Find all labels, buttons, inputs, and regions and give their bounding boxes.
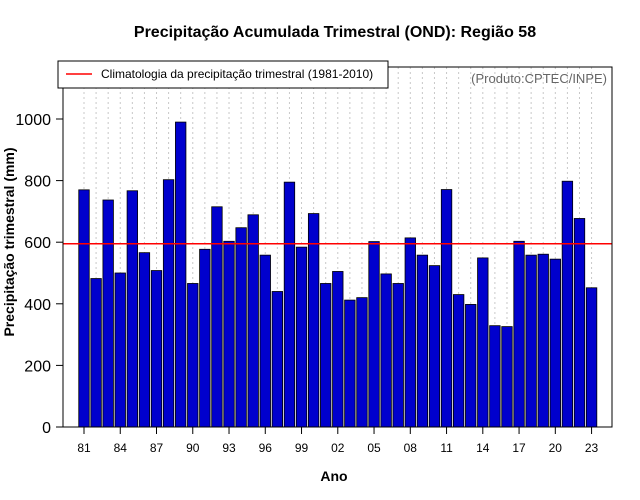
bar-05: [368, 241, 380, 428]
x-tick-label: 87: [150, 441, 164, 455]
source-label: (Produto:CPTEC/INPE): [471, 71, 607, 86]
x-tick-label: 02: [331, 441, 345, 455]
y-axis: 0 200 400 600 800 1000: [15, 112, 63, 437]
bar-89: [175, 121, 187, 428]
bar-87: [150, 270, 163, 428]
x-tick-label: 14: [476, 441, 490, 455]
bar-88: [162, 179, 175, 428]
x-tick-label: 84: [114, 441, 128, 455]
bar-91: [199, 248, 211, 428]
bar-90: [187, 283, 199, 428]
x-tick-label: 05: [367, 441, 381, 455]
bar-83: [102, 199, 114, 428]
legend-climatology-label: Climatologia da precipitação trimestral …: [101, 67, 373, 81]
bar-10: [428, 265, 441, 428]
x-tick-label: 23: [585, 441, 599, 455]
x-tick-label: 93: [222, 441, 236, 455]
bar-15: [489, 325, 501, 428]
bar-layer: [78, 121, 598, 428]
y-tick-label: 0: [42, 420, 51, 437]
bar-17: [513, 240, 525, 428]
bar-09: [416, 254, 429, 428]
bar-82: [90, 278, 102, 428]
bar-93: [223, 240, 235, 428]
bar-03: [344, 299, 356, 428]
bar-86: [138, 252, 151, 428]
bar-01: [320, 283, 332, 428]
x-tick-label: 99: [295, 441, 309, 455]
legend-box: [57, 60, 389, 89]
bar-20: [549, 258, 561, 428]
bar-92: [211, 206, 223, 428]
bar-22: [573, 218, 586, 428]
bar-11: [440, 189, 453, 428]
bar-06: [380, 273, 392, 428]
x-tick-label: 96: [259, 441, 273, 455]
y-tick-label: 600: [24, 235, 51, 252]
x-axis-label: Ano: [320, 468, 347, 484]
bar-19: [537, 253, 549, 428]
bar-98: [283, 181, 296, 428]
bar-14: [477, 257, 489, 428]
bar-94: [235, 227, 247, 428]
bar-02: [332, 271, 344, 428]
bar-85: [126, 190, 138, 428]
x-tick-label: 20: [549, 441, 563, 455]
bar-07: [392, 283, 404, 428]
bar-00: [307, 213, 320, 428]
x-tick-label: 90: [186, 441, 200, 455]
bar-12: [452, 294, 465, 428]
bar-04: [356, 297, 368, 428]
bar-96: [259, 254, 271, 428]
y-axis-label: Precipitação trimestral (mm): [1, 147, 17, 336]
y-tick-label: 1000: [15, 112, 51, 129]
x-tick-label: 08: [404, 441, 418, 455]
bar-81: [78, 189, 90, 428]
chart-title: Precipitação Acumulada Trimestral (OND):…: [134, 24, 536, 41]
bar-95: [247, 214, 259, 428]
bar-18: [525, 254, 537, 428]
x-tick-label: 81: [77, 441, 91, 455]
x-tick-label: 11: [440, 441, 453, 455]
x-axis: 81 84 87 90 93 96 99 02 05 08 11 14 17 20 23: [77, 427, 599, 455]
bar-23: [585, 287, 598, 428]
x-tick-label: 17: [512, 441, 526, 455]
legend: Climatologia da precipitação trimestral …: [57, 60, 389, 89]
y-tick-label: 800: [24, 174, 51, 191]
bar-08: [404, 237, 416, 428]
bar-13: [465, 304, 477, 428]
bar-16: [501, 326, 513, 428]
bar-97: [271, 291, 284, 428]
bar-21: [561, 180, 574, 428]
y-tick-label: 400: [24, 297, 51, 314]
y-tick-label: 200: [24, 358, 51, 375]
bar-84: [114, 272, 126, 428]
bar-99: [295, 246, 308, 428]
